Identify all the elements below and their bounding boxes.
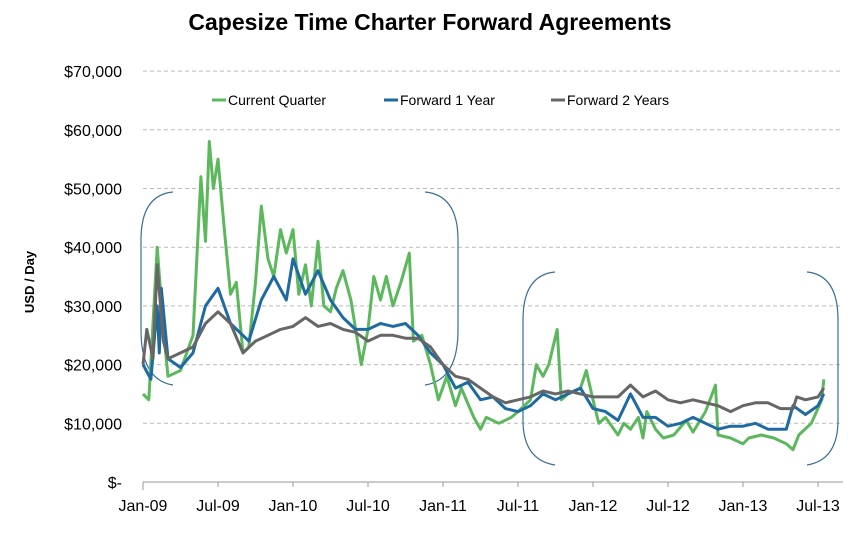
highlight-brackets (140, 191, 839, 466)
left-bracket (522, 271, 556, 466)
x-tick-label: Jan-09 (119, 498, 168, 515)
y-tick-label: $70,000 (64, 64, 122, 81)
y-tick-label: $30,000 (64, 299, 122, 316)
series-line-forward-2-years (141, 263, 826, 414)
x-tick-label: Jan-10 (269, 498, 318, 515)
legend-label: Forward 2 Years (567, 92, 669, 108)
legend-label: Current Quarter (228, 92, 326, 108)
chart-title: Capesize Time Charter Forward Agreements (188, 9, 671, 35)
x-tick-label: Jan-12 (569, 498, 618, 515)
series-line-forward-1-year (141, 257, 826, 431)
legend-label: Forward 1 Year (400, 92, 495, 108)
x-tick-label: Jul-12 (646, 498, 690, 515)
left-bracket (140, 191, 174, 386)
y-tick-label: $10,000 (64, 416, 122, 433)
y-tick-label: $20,000 (64, 358, 122, 375)
right-bracket (806, 271, 839, 466)
right-bracket (424, 191, 459, 386)
x-tick-label: Jul-13 (796, 498, 840, 515)
y-tick-label: $50,000 (64, 182, 122, 199)
y-tick-label: $- (108, 475, 122, 492)
y-axis-label: USD / Day (22, 250, 37, 313)
x-tick-label: Jan-13 (719, 498, 768, 515)
y-tick-label: $60,000 (64, 123, 122, 140)
x-tick-label: Jul-10 (346, 498, 390, 515)
y-tick-label: $40,000 (64, 240, 122, 257)
series-line-current-quarter (141, 140, 826, 452)
x-tick-label: Jan-11 (419, 498, 467, 515)
x-tick-label: Jul-11 (497, 498, 539, 515)
x-tick-label: Jul-09 (196, 498, 240, 515)
